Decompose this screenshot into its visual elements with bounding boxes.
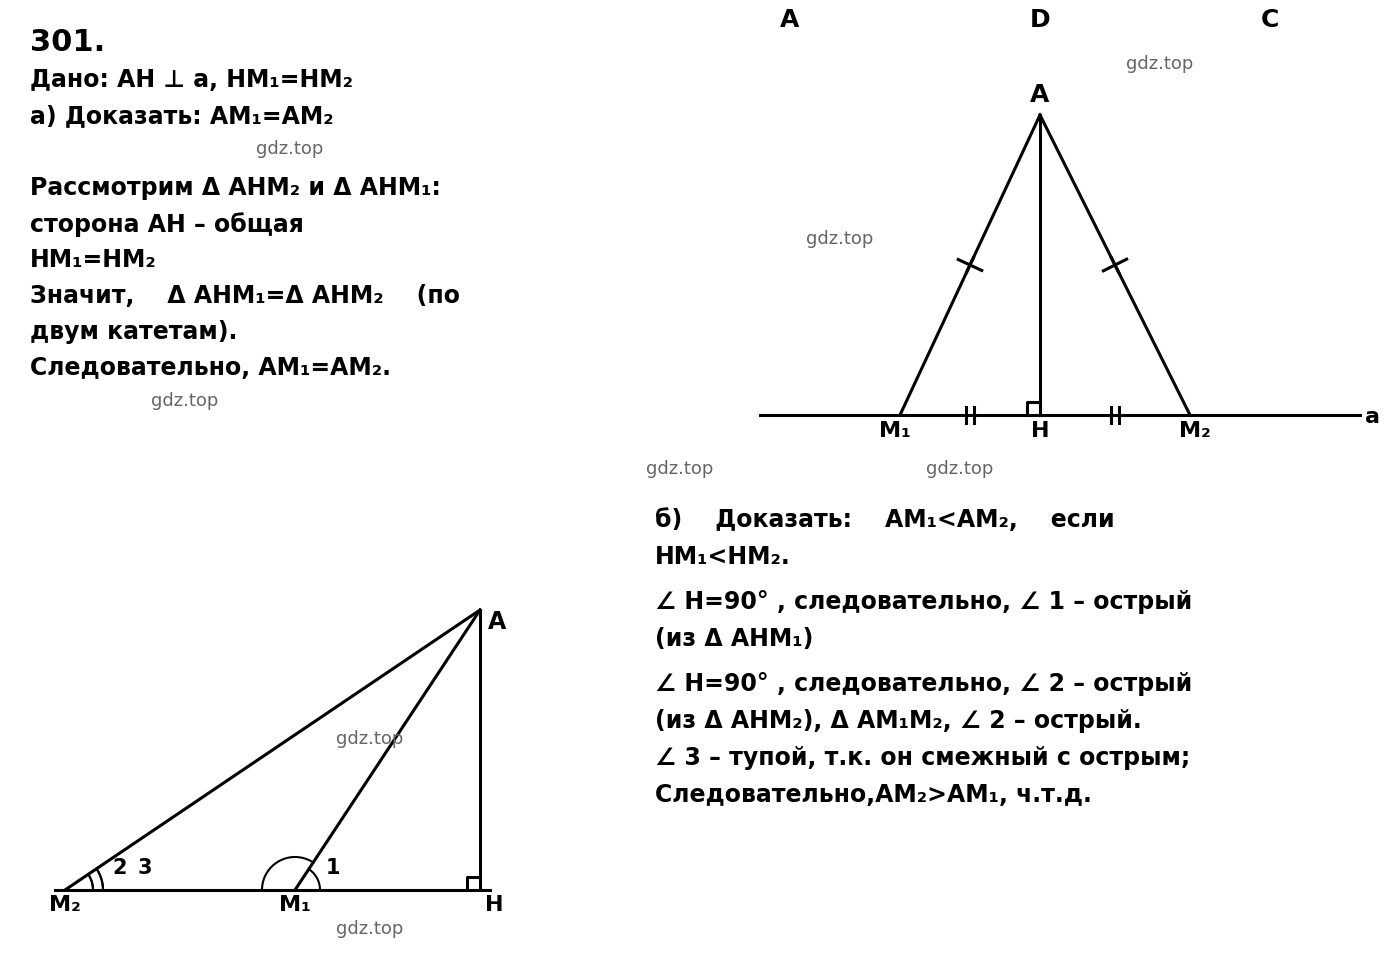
Text: Дано: АН ⊥ а, НМ₁=НМ₂: Дано: АН ⊥ а, НМ₁=НМ₂	[29, 68, 353, 92]
Text: M₂: M₂	[1180, 421, 1210, 441]
Text: A: A	[489, 610, 507, 634]
Text: M₁: M₁	[879, 421, 912, 441]
Text: двум катетам).: двум катетам).	[29, 320, 237, 344]
Text: M₂: M₂	[49, 895, 81, 915]
Text: C: C	[1261, 8, 1279, 32]
Text: H: H	[484, 895, 504, 915]
Text: сторона АН – общая: сторона АН – общая	[29, 212, 304, 237]
Text: a: a	[1365, 407, 1381, 427]
Text: D: D	[1030, 8, 1050, 32]
Text: (из Δ АНМ₂), Δ АМ₁М₂, ∠ 2 – острый.: (из Δ АНМ₂), Δ АМ₁М₂, ∠ 2 – острый.	[655, 709, 1142, 733]
Text: Значит,    Δ АНМ₁=Δ АНМ₂    (по: Значит, Δ АНМ₁=Δ АНМ₂ (по	[29, 284, 461, 308]
Text: б)    Доказать:    АМ₁<АМ₂,    если: б) Доказать: АМ₁<АМ₂, если	[655, 508, 1114, 532]
Text: A: A	[780, 8, 800, 32]
Text: 1: 1	[325, 858, 341, 878]
Text: gdz.top: gdz.top	[336, 920, 403, 938]
Text: gdz.top: gdz.top	[1127, 55, 1194, 73]
Text: ∠ Н=90° , следовательно, ∠ 2 – острый: ∠ Н=90° , следовательно, ∠ 2 – острый	[655, 672, 1192, 696]
Text: gdz.top: gdz.top	[807, 230, 874, 248]
Text: ∠ Н=90° , следовательно, ∠ 1 – острый: ∠ Н=90° , следовательно, ∠ 1 – острый	[655, 590, 1192, 614]
Text: 3: 3	[138, 858, 152, 878]
Text: Следовательно, АМ₁=АМ₂.: Следовательно, АМ₁=АМ₂.	[29, 356, 391, 380]
Text: gdz.top: gdz.top	[927, 460, 994, 478]
Text: M₁: M₁	[279, 895, 311, 915]
Text: ∠ 3 – тупой, т.к. он смежный с острым;: ∠ 3 – тупой, т.к. он смежный с острым;	[655, 746, 1191, 770]
Text: 2: 2	[113, 858, 127, 878]
Text: НМ₁=НМ₂: НМ₁=НМ₂	[29, 248, 156, 272]
Text: Следовательно,АМ₂>АМ₁, ч.т.д.: Следовательно,АМ₂>АМ₁, ч.т.д.	[655, 783, 1092, 807]
Text: H: H	[1030, 421, 1050, 441]
Text: Рассмотрим Δ АНМ₂ и Δ АНМ₁:: Рассмотрим Δ АНМ₂ и Δ АНМ₁:	[29, 176, 441, 200]
Text: A: A	[1030, 83, 1050, 107]
Text: 301.: 301.	[29, 28, 105, 57]
Text: (из Δ АНМ₁): (из Δ АНМ₁)	[655, 627, 814, 651]
Text: gdz.top: gdz.top	[646, 460, 713, 478]
Text: НМ₁<НМ₂.: НМ₁<НМ₂.	[655, 545, 790, 569]
Text: gdz.top: gdz.top	[336, 730, 403, 748]
Text: gdz.top: gdz.top	[257, 140, 324, 158]
Text: а) Доказать: АМ₁=АМ₂: а) Доказать: АМ₁=АМ₂	[29, 104, 334, 128]
Text: gdz.top: gdz.top	[151, 392, 219, 410]
